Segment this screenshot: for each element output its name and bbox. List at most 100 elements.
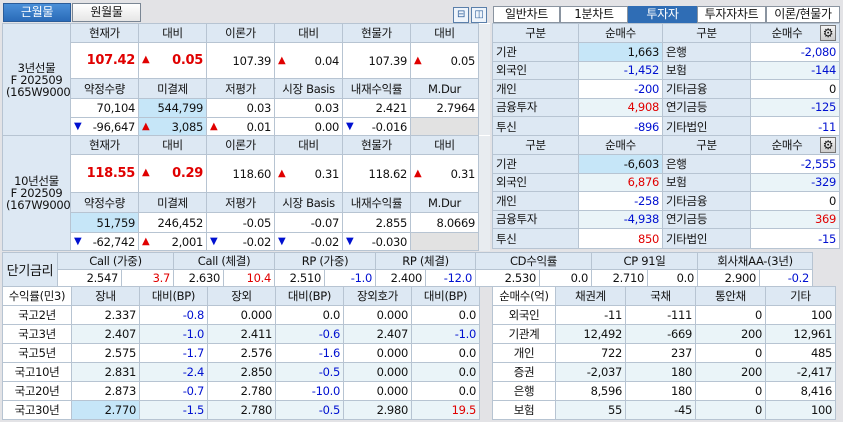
table-row: 증권 -2,037 180 200 -2,417: [492, 362, 836, 382]
value-cell: 107.42: [70, 42, 139, 79]
yield-value: 2.831: [71, 362, 140, 382]
column-header: 대비(BP): [275, 286, 344, 306]
net-buy-value: 12,961: [765, 324, 836, 344]
short-rates-label: 단기금리: [2, 252, 58, 287]
net-buy-value: -258: [578, 191, 663, 211]
column-header: 미결제: [138, 78, 207, 99]
investor-name: 기관: [492, 154, 579, 174]
down-triangle-icon: ▼: [346, 235, 354, 247]
gear-icon[interactable]: ⚙: [820, 137, 836, 153]
column-header: 현재가: [70, 135, 139, 155]
investor-name: 기타금융: [662, 191, 751, 211]
up-triangle-icon: ▲: [210, 120, 218, 132]
net-buy-value: 4,908: [578, 97, 663, 117]
value-text: -0.05: [242, 215, 272, 230]
down-triangle-icon: ▼: [210, 235, 218, 247]
column-header: M.Dur: [410, 192, 479, 213]
tab-right-0[interactable]: 일반차트: [493, 6, 560, 23]
tab-near-month[interactable]: 근월물: [3, 3, 71, 22]
net-buy-value: 237: [625, 343, 696, 363]
net-buy-value: 0: [750, 191, 840, 211]
split-horizontal-icon[interactable]: ⊟: [453, 7, 469, 23]
table-row: 기관 -6,603 은행 -2,555: [492, 154, 840, 174]
tab-right-2[interactable]: 투자자: [628, 6, 697, 23]
rate-name: RP (체결): [375, 252, 476, 270]
value-cell: ▼ -0.030: [342, 232, 411, 251]
tab-right-1[interactable]: 1분차트: [560, 6, 628, 23]
column-header: 시장 Basis: [274, 78, 343, 99]
table-row: 은행 8,596 180 0 8,416: [492, 381, 836, 401]
net-buy-value: -6,603: [578, 154, 663, 174]
yield-value: 0.000: [343, 381, 412, 401]
column-header: 미결제: [138, 192, 207, 213]
value-text: -0.02: [242, 234, 272, 249]
value-cell: 70,104: [70, 98, 139, 118]
up-triangle-icon: ▲: [142, 235, 150, 247]
column-header: 순매수: [578, 23, 663, 43]
column-header: 구분: [662, 135, 751, 155]
yield-value: 2.575: [71, 343, 140, 363]
yield-value: 2.576: [207, 343, 276, 363]
investor-name: 개인: [492, 79, 579, 99]
rate-value: 2.547: [57, 269, 122, 287]
value-text: -0.02: [310, 234, 340, 249]
down-triangle-icon: ▼: [74, 235, 82, 247]
tab-right-3[interactable]: 투자자차트: [697, 6, 766, 23]
column-header: 국채: [625, 286, 696, 306]
net-buy-value: 12,492: [555, 324, 626, 344]
net-buy-value: -2,555: [750, 154, 840, 174]
tab-right-4[interactable]: 이론/현물가: [766, 6, 840, 23]
tab-far-month[interactable]: 원월물: [72, 3, 141, 22]
net-buy-value: 55: [555, 400, 626, 420]
rate-name: 회사채AA-(3년): [697, 252, 814, 270]
rate-change: 0.0: [646, 269, 699, 287]
column-header: 약정수량: [70, 78, 139, 99]
value-cell: 0.03: [274, 98, 343, 118]
net-buy-value: 0: [695, 381, 766, 401]
value-text: 0.29: [172, 166, 203, 181]
column-header: 이론가: [206, 23, 275, 43]
gear-icon[interactable]: ⚙: [820, 25, 836, 41]
bond-name: 국고2년: [2, 305, 72, 325]
table-row: 투신 850 기타법인 -15: [492, 228, 840, 249]
value-cell: ▲ 2,001: [138, 232, 207, 251]
rate-change: 0.0: [539, 269, 592, 287]
split-vertical-icon[interactable]: ◫: [471, 7, 487, 23]
table-row: 10년선물 F 202509 (167W9000) 현재가 대비 이론가 대비 현물가 대비: [2, 135, 490, 251]
value-cell: 107.39: [206, 42, 275, 79]
rate-name: Call (체결): [173, 252, 275, 270]
table-row: 국고3년 2.407 -1.0 2.411 -0.6 2.407 -1.0: [2, 324, 480, 344]
value-text: 2.855: [375, 215, 408, 230]
column-header: 수익률(민3): [2, 286, 72, 306]
rate-name: CP 91일: [590, 252, 699, 270]
futures-block-0: 3년선물 F 202509 (165W9000) 현재가 대비 이론가 대비 현물가 대비 107…: [2, 23, 490, 136]
bond-name: 국고20년: [2, 381, 72, 401]
value-text: 0.00: [314, 119, 340, 134]
net-buy-value: -2,037: [555, 362, 626, 382]
investor-name: 투신: [492, 116, 579, 137]
value-cell: 544,799: [138, 98, 207, 118]
table-row: 국고2년 2.337 -0.8 0.000 0.0 0.000 0.0: [2, 305, 480, 325]
column-header: 시장 Basis: [274, 192, 343, 213]
table-row: 외국인 -1,452 보험 -144: [492, 60, 840, 80]
rate-value: 2.630: [173, 269, 224, 287]
value-text: 2.421: [375, 101, 408, 115]
table-row: 118.55 ▲ 0.29 118.60 ▲ 0.31 118.62 ▲ 0.31: [3, 154, 490, 193]
yield-value: -1.0: [139, 324, 208, 344]
table-row: 51,759 246,452 -0.05 -0.07 2.855 8.0669: [3, 212, 490, 233]
yield-value: -0.8: [139, 305, 208, 325]
yield-value: 0.0: [411, 381, 480, 401]
table-row: 투신 -896 기타법인 -11: [492, 116, 840, 137]
net-buy-value: 0: [695, 305, 766, 325]
investor-name: 기관계: [492, 324, 556, 344]
table-row: 외국인 -11 -111 0 100: [492, 305, 836, 325]
yield-value: 0.000: [343, 362, 412, 382]
value-cell: 8.0669: [410, 212, 479, 233]
investor-name: 기타법인: [662, 228, 751, 249]
futures-label-line: F 202509: [10, 72, 63, 87]
net-buy-value: 722: [555, 343, 626, 363]
investor-table-0: 구분 순매수 구분 ⚙ 순매수 기관 1,663 은행 -2,080 외국인 -1,452 보험 -14…: [492, 23, 840, 137]
table-row: 국고30년 2.770 -1.5 2.780 -0.5 2.980 19.5: [2, 400, 480, 420]
column-header: 구분: [492, 135, 579, 155]
net-buy-value: 485: [765, 343, 836, 363]
